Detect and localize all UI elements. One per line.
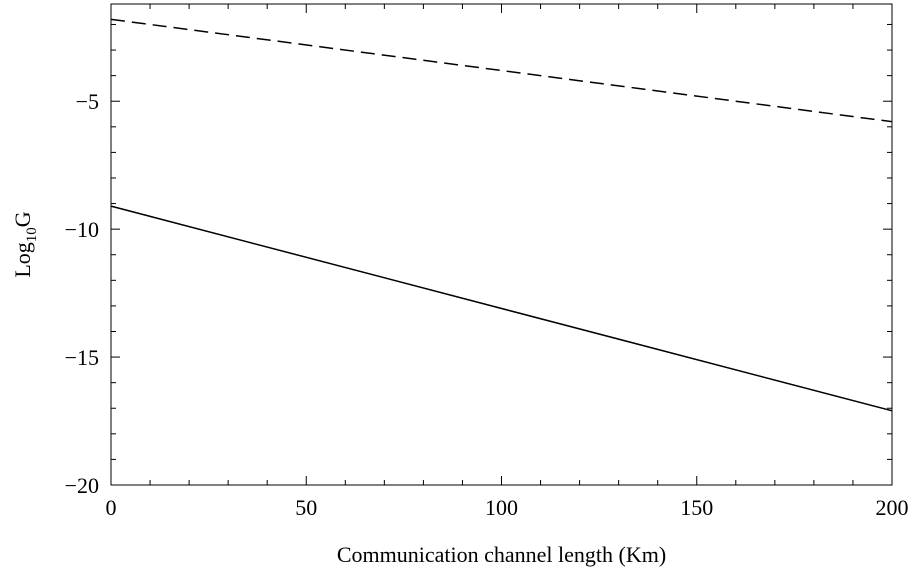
- axis-ticks: [110, 4, 893, 486]
- y-tick-label: −20: [65, 473, 99, 498]
- y-axis-title: Log10G: [10, 211, 40, 277]
- y-tick-label: −15: [65, 345, 99, 370]
- x-tick-label: 200: [876, 495, 909, 520]
- x-axis-tick-labels: 0 50 100 150 200: [106, 495, 909, 520]
- series-line-solid: [110, 205, 893, 412]
- x-tick-label: 150: [680, 495, 713, 520]
- y-tick-label: −5: [76, 89, 99, 114]
- x-tick-label: 100: [485, 495, 518, 520]
- y-tick-label: −10: [65, 217, 99, 242]
- x-axis-title: Communication channel length (Km): [337, 542, 666, 567]
- plot-frame: [110, 3, 893, 486]
- series-layer: [110, 18, 893, 412]
- series-line-dashed: [110, 18, 893, 123]
- y-axis-title-suffix: G: [10, 211, 35, 227]
- y-axis-tick-labels: −5 −10 −15 −20: [65, 89, 99, 498]
- x-tick-label: 50: [295, 495, 317, 520]
- x-tick-label: 0: [106, 495, 117, 520]
- y-axis-title-base: Log: [10, 242, 35, 277]
- y-axis-title-subscript: 10: [24, 227, 40, 242]
